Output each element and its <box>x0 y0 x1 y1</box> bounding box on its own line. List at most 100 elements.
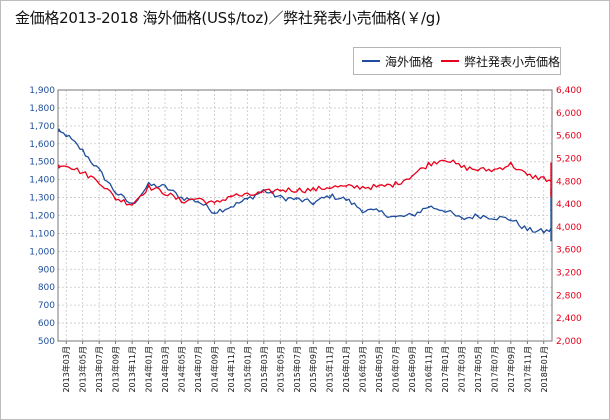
x-tick-label: 2013年05月 <box>78 346 88 393</box>
overseas-price-point <box>213 211 216 213</box>
x-tick-label: 2014年01月 <box>144 346 154 393</box>
overseas-price-point <box>164 186 166 188</box>
plot-border <box>57 89 553 342</box>
x-tick-label: 2014年03月 <box>160 346 170 393</box>
x-tick-label: 2015年01月 <box>242 346 252 393</box>
retail-price-point <box>131 203 133 205</box>
y-left-tick-label: 900 <box>38 265 55 275</box>
overseas-price-point <box>279 196 281 199</box>
overseas-price-point <box>550 227 552 229</box>
overseas-price-point <box>550 204 552 206</box>
x-tick-label: 2015年03月 <box>259 346 269 393</box>
y-left-tick-label: 600 <box>38 319 55 329</box>
retail-price-point <box>550 183 552 185</box>
retail-price-point <box>550 163 552 165</box>
overseas-price-point <box>550 216 552 218</box>
retail-price-point <box>550 169 552 171</box>
retail-price-point <box>550 192 552 194</box>
overseas-price-point <box>543 231 545 233</box>
overseas-price-point <box>550 207 552 209</box>
x-tick-label: 2017年01月 <box>440 346 450 393</box>
y-left-tick-label: 1,300 <box>29 194 55 204</box>
retail-price-point <box>394 183 397 185</box>
retail-price-point <box>115 197 117 199</box>
legend-swatch-overseas <box>362 60 380 62</box>
y-left-tick-label: 1,800 <box>29 104 55 114</box>
overseas-price-point <box>98 170 100 172</box>
overseas-price-point <box>312 202 314 204</box>
overseas-price-point <box>550 240 552 242</box>
retail-price-point <box>312 189 314 191</box>
chart-title: 金価格2013-2018 海外価格(US$/toz)／弊社発表小売価格(￥/g) <box>15 9 441 27</box>
overseas-price-point <box>444 209 446 211</box>
retail-price-point <box>98 180 100 182</box>
retail-price-point <box>378 186 380 188</box>
x-tick-label: 2015年05月 <box>275 346 285 393</box>
retail-price-point <box>477 169 479 171</box>
x-tick-label: 2014年09月 <box>209 346 219 393</box>
y-right-tick-label: 4,400 <box>556 200 582 210</box>
retail-price-point <box>164 192 166 194</box>
retail-price-point <box>147 186 150 188</box>
retail-price-point <box>510 163 512 165</box>
retail-price-point <box>230 194 232 197</box>
x-tick-label: 2013年09月 <box>111 346 121 393</box>
overseas-price-point <box>329 195 331 197</box>
x-tick-label: 2016年09月 <box>407 346 417 393</box>
x-tick-label: 2017年03月 <box>456 346 466 393</box>
retail-price-point <box>329 186 331 188</box>
overseas-price-point <box>550 209 552 211</box>
y-left-tick-label: 800 <box>38 283 55 293</box>
retail-price-point <box>460 166 463 168</box>
overseas-price-point <box>550 222 552 224</box>
y-right-tick-label: 6,400 <box>556 86 582 96</box>
retail-price-point <box>58 166 60 168</box>
x-tick-label: 2017年09月 <box>506 346 516 393</box>
legend-label-overseas: 海外価格 <box>385 54 434 69</box>
retail-price-point <box>550 177 552 180</box>
retail-price-point <box>526 174 528 177</box>
legend-item-overseas: 海外価格 <box>362 53 433 70</box>
x-tick-label: 2015年07月 <box>292 346 302 393</box>
overseas-price-point <box>550 202 552 204</box>
overseas-price-point <box>427 205 430 208</box>
x-tick-label: 2015年09月 <box>308 346 318 393</box>
overseas-price-point <box>345 198 347 200</box>
x-tick-label: 2016年01月 <box>341 346 351 393</box>
legend-item-retail: 弊社発表小売価格 <box>441 53 560 70</box>
overseas-price-point <box>246 198 248 200</box>
x-tick-label: 2013年03月 <box>61 346 71 393</box>
overseas-price-point <box>493 216 495 218</box>
x-tick-label: 2013年11月 <box>127 346 137 393</box>
y-right-tick-label: 5,200 <box>556 154 582 164</box>
overseas-price-point <box>550 214 552 217</box>
y-left-tick-label: 1,600 <box>29 140 55 150</box>
x-tick-label: 2016年07月 <box>391 346 401 393</box>
retail-price-point <box>550 186 552 188</box>
overseas-price-point <box>197 200 199 202</box>
overseas-price-point <box>296 198 298 200</box>
x-tick-label: 2015年11月 <box>325 346 335 393</box>
y-right-tick-label: 4,800 <box>556 177 582 187</box>
y-left-tick-label: 1,100 <box>29 229 55 239</box>
retail-price-point <box>427 163 430 165</box>
overseas-price-point <box>230 205 232 208</box>
y-right-tick-label: 4,000 <box>556 223 582 233</box>
y-left-tick-label: 500 <box>38 337 55 347</box>
retail-price-point <box>65 163 67 165</box>
overseas-price-point <box>550 198 552 200</box>
y-right-tick-label: 3,200 <box>556 269 582 279</box>
overseas-price-point <box>550 223 552 226</box>
retail-price-point <box>493 169 495 171</box>
y-left-tick-label: 1,500 <box>29 158 55 168</box>
y-right-tick-label: 5,600 <box>556 132 582 142</box>
overseas-price-point <box>460 218 463 220</box>
y-left-tick-label: 1,700 <box>29 122 55 132</box>
retail-price-point <box>550 189 552 191</box>
overseas-price-point <box>115 191 117 193</box>
overseas-price-point <box>378 211 380 213</box>
y-left-tick-label: 700 <box>38 301 55 311</box>
overseas-price-point <box>58 128 60 131</box>
retail-price-point <box>550 180 552 182</box>
